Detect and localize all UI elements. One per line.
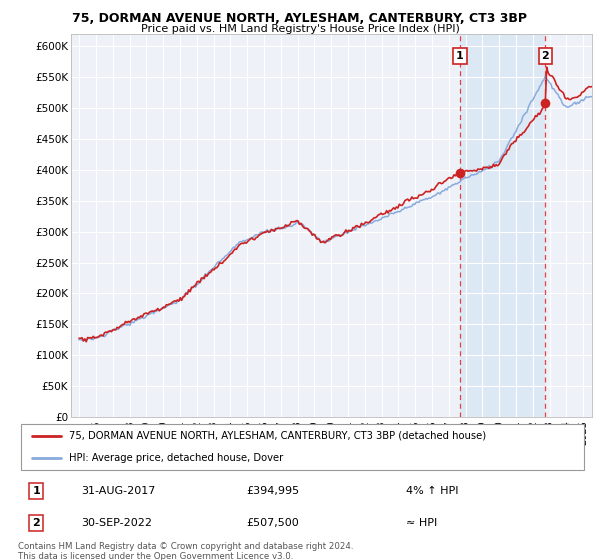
- Text: 4% ↑ HPI: 4% ↑ HPI: [406, 486, 458, 496]
- Text: Price paid vs. HM Land Registry's House Price Index (HPI): Price paid vs. HM Land Registry's House …: [140, 24, 460, 34]
- Text: £394,995: £394,995: [246, 486, 299, 496]
- Text: 2: 2: [542, 51, 549, 61]
- Text: Contains HM Land Registry data © Crown copyright and database right 2024.
This d: Contains HM Land Registry data © Crown c…: [18, 542, 353, 560]
- Text: HPI: Average price, detached house, Dover: HPI: Average price, detached house, Dove…: [70, 453, 284, 463]
- FancyBboxPatch shape: [21, 424, 584, 469]
- Bar: [460, 34, 545, 417]
- Text: 1: 1: [32, 486, 40, 496]
- Text: £507,500: £507,500: [246, 518, 299, 528]
- Text: 75, DORMAN AVENUE NORTH, AYLESHAM, CANTERBURY, CT3 3BP: 75, DORMAN AVENUE NORTH, AYLESHAM, CANTE…: [73, 12, 527, 25]
- Text: ≈ HPI: ≈ HPI: [406, 518, 437, 528]
- Text: 30-SEP-2022: 30-SEP-2022: [80, 518, 152, 528]
- Text: 1: 1: [456, 51, 464, 61]
- Text: 2: 2: [32, 518, 40, 528]
- Text: 75, DORMAN AVENUE NORTH, AYLESHAM, CANTERBURY, CT3 3BP (detached house): 75, DORMAN AVENUE NORTH, AYLESHAM, CANTE…: [70, 431, 487, 441]
- Text: 31-AUG-2017: 31-AUG-2017: [80, 486, 155, 496]
